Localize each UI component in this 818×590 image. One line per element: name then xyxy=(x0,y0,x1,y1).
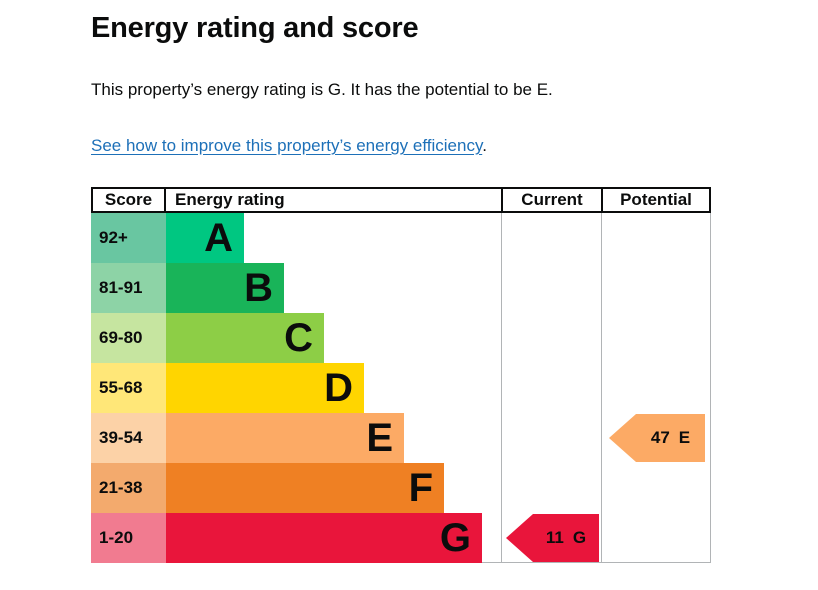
potential-score: 47 xyxy=(650,428,670,447)
score-cell: 55-68 xyxy=(91,363,166,413)
link-line: See how to improve this property’s energ… xyxy=(91,136,818,156)
header-energy-rating: Energy rating xyxy=(175,190,285,209)
rating-bar: C xyxy=(166,313,324,363)
rating-bar: E xyxy=(166,413,404,463)
rating-bar: A xyxy=(166,213,244,263)
band-letter: B xyxy=(244,266,273,310)
header-score: Score xyxy=(91,189,166,211)
header-current: Current xyxy=(501,189,601,211)
rating-bar: F xyxy=(166,463,444,513)
band-letter: D xyxy=(324,366,353,410)
band-row-g: 1-20 G xyxy=(91,513,711,563)
band-row-b: 81-91 B xyxy=(91,263,711,313)
current-letter: G xyxy=(572,528,587,547)
band-letter: E xyxy=(366,416,393,460)
right-border-line xyxy=(710,213,711,562)
link-suffix: . xyxy=(482,136,487,155)
band-letter: F xyxy=(408,466,433,510)
improve-efficiency-link[interactable]: See how to improve this property’s energ… xyxy=(91,136,483,155)
score-cell: 69-80 xyxy=(91,313,166,363)
score-cell: 1-20 xyxy=(91,513,166,563)
band-row-c: 69-80 C xyxy=(91,313,711,363)
rating-bar: G xyxy=(166,513,482,563)
band-row-f: 21-38 F xyxy=(91,463,711,513)
rating-bar: D xyxy=(166,363,364,413)
score-cell: 39-54 xyxy=(91,413,166,463)
energy-rating-chart: Score Energy rating Current Potential 92… xyxy=(91,187,711,563)
current-score: 11 xyxy=(545,528,564,547)
score-cell: 21-38 xyxy=(91,463,166,513)
potential-letter: E xyxy=(678,428,691,447)
score-cell: 81-91 xyxy=(91,263,166,313)
page-title: Energy rating and score xyxy=(91,12,419,44)
band-letter: G xyxy=(439,516,471,560)
chart-header-row: Score Energy rating Current Potential xyxy=(91,187,711,213)
band-row-e: 39-54 E xyxy=(91,413,711,463)
potential-column-line xyxy=(601,213,602,562)
band-row-d: 55-68 D xyxy=(91,363,711,413)
chart-body: 92+ A 81-91 B 69-80 C 55-68 D 39-54 E 21… xyxy=(91,213,711,563)
current-column-line xyxy=(501,213,502,562)
header-potential: Potential xyxy=(601,189,711,211)
band-row-a: 92+ A xyxy=(91,213,711,263)
band-letter: C xyxy=(284,316,313,360)
rating-bar: B xyxy=(166,263,284,313)
summary-text: This property’s energy rating is G. It h… xyxy=(91,80,553,99)
score-cell: 92+ xyxy=(91,213,166,263)
band-letter: A xyxy=(204,216,233,260)
